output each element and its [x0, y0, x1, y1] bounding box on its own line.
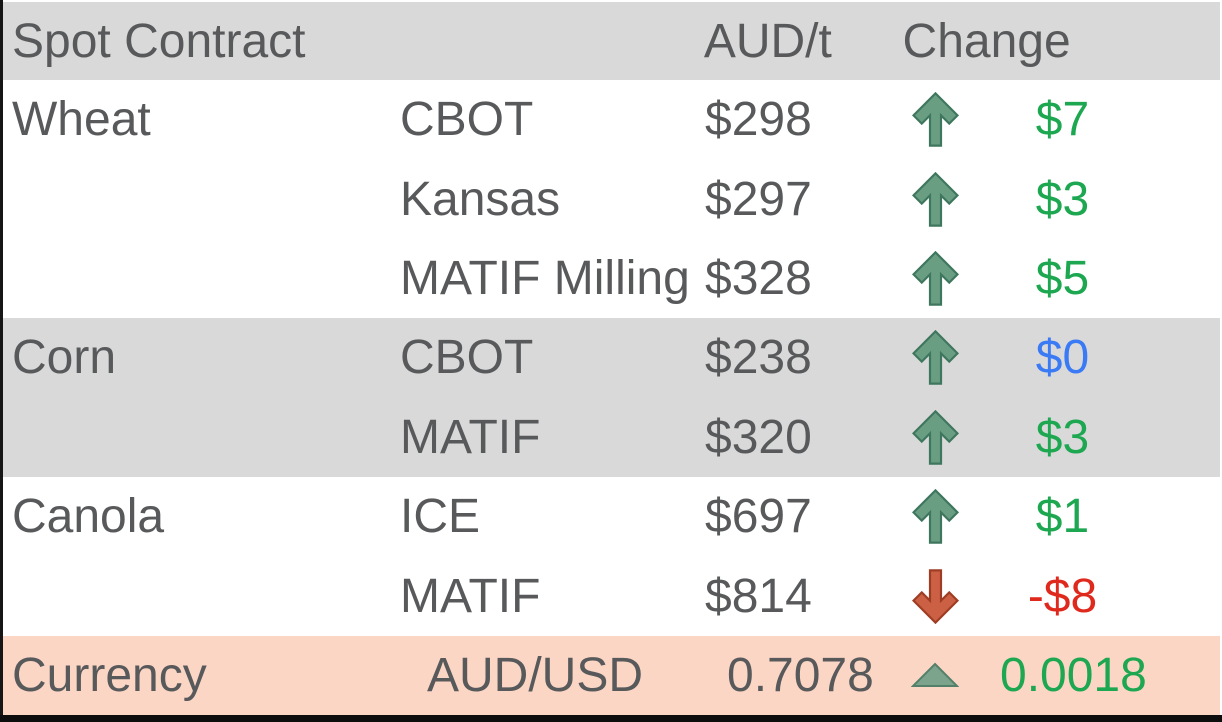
commodity-label: Canola — [12, 490, 165, 544]
change-value: $3 — [1035, 410, 1090, 464]
table-bottom-border — [0, 715, 1222, 722]
up-arrow-icon — [911, 409, 959, 465]
currency-label: Currency — [12, 648, 207, 702]
change-direction-cell — [870, 489, 1000, 544]
price-value: $814 — [705, 569, 812, 623]
up-arrow-icon — [911, 92, 959, 147]
up-arrow-icon — [911, 330, 959, 386]
up-arrow-icon — [911, 171, 959, 227]
contract-label: MATIF Milling — [400, 251, 690, 305]
table-row: MATIF Milling $328 $5 — [0, 238, 1220, 319]
up-arrow-icon — [911, 250, 959, 306]
change-value: $3 — [1035, 172, 1090, 226]
up-arrow-icon — [911, 489, 959, 544]
price-value: $320 — [705, 410, 812, 464]
change-direction-cell — [870, 409, 1000, 465]
price-value: $697 — [705, 490, 812, 544]
table-left-border — [0, 0, 3, 715]
change-direction-cell — [870, 92, 1000, 147]
table-row: Kansas $297 $3 — [0, 159, 1220, 239]
currency-rate-value: 0.7078 — [727, 648, 874, 702]
contract-label: MATIF — [400, 569, 541, 623]
change-value: $0 — [1035, 331, 1090, 385]
change-value: $7 — [1035, 93, 1090, 147]
change-direction-cell — [870, 250, 1000, 306]
change-value: $5 — [1035, 251, 1090, 305]
currency-pair-label: AUD/USD — [426, 648, 643, 702]
change-direction-cell — [870, 330, 1000, 386]
header-spot-contract: Spot Contract — [12, 14, 306, 68]
change-direction-cell — [870, 171, 1000, 227]
header-price-unit: AUD/t — [703, 14, 832, 68]
table-row: Corn CBOT $238 $0 — [0, 318, 1220, 398]
change-value: $1 — [1035, 490, 1090, 544]
table-row: Wheat CBOT $298 $7 — [0, 80, 1220, 160]
contract-label: MATIF — [400, 410, 541, 464]
table-row: Canola ICE $697 $1 — [0, 476, 1220, 557]
table-header-row: Spot Contract AUD/t Change — [0, 2, 1220, 80]
header-change: Change — [902, 14, 1071, 68]
price-value: $298 — [705, 93, 812, 147]
price-value: $328 — [705, 251, 812, 305]
price-value: $297 — [705, 172, 812, 226]
table-row: MATIF $320 $3 — [0, 397, 1220, 477]
currency-change-value: 0.0018 — [1000, 648, 1147, 702]
down-arrow-icon — [911, 568, 959, 624]
change-direction-cell — [870, 662, 1000, 688]
commodity-label: Corn — [12, 331, 117, 385]
up-triangle-icon — [911, 662, 959, 688]
price-value: $238 — [705, 331, 812, 385]
contract-label: Kansas — [400, 172, 561, 226]
contract-label: CBOT — [400, 93, 534, 147]
contract-label: ICE — [400, 490, 481, 544]
currency-row: Currency AUD/USD 0.7078 0.0018 — [0, 635, 1220, 715]
contract-label: CBOT — [400, 331, 534, 385]
change-direction-cell — [870, 568, 1000, 624]
change-value: -$8 — [1027, 569, 1098, 623]
table-row: MATIF $814 -$8 — [0, 556, 1220, 636]
commodity-label: Wheat — [12, 93, 151, 147]
